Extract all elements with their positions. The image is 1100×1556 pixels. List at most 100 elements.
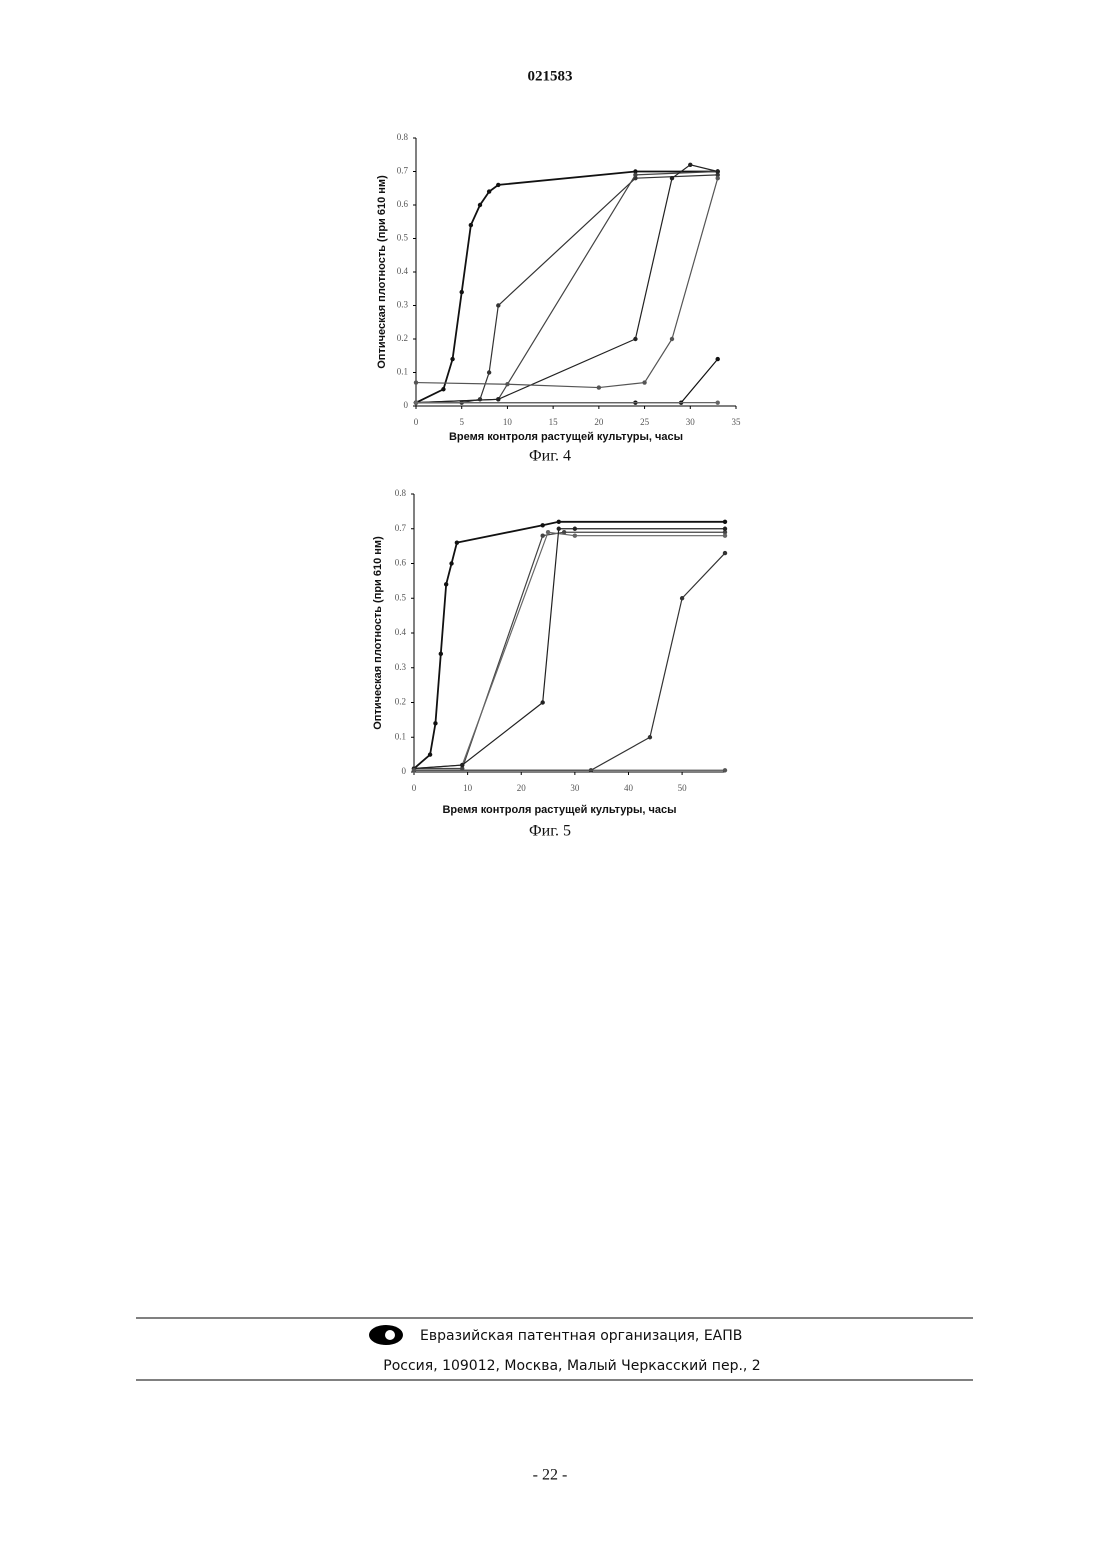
data-point [642,380,646,384]
y-tick-label: 0.5 [395,592,407,602]
data-point [648,735,652,739]
page-number: - 22 - [533,1467,568,1484]
data-point [478,397,482,401]
data-point [441,387,445,391]
data-point [449,561,453,565]
x-tick-label: 0 [412,783,417,793]
y-tick-label: 0.5 [397,233,409,243]
data-point [414,380,418,384]
data-point [496,183,500,187]
data-point [557,520,561,524]
data-point [496,397,500,401]
data-point [573,527,577,531]
data-line [414,553,725,770]
data-point [433,721,437,725]
page: 021583 Евразийская патентная организация… [0,0,1100,1556]
y-tick-label: 0 [404,400,409,410]
data-point [487,370,491,374]
data-point [412,768,416,772]
y-tick-label: 0.7 [395,523,407,533]
logo [369,1325,403,1345]
y-tick-label: 0.1 [397,367,408,377]
y-tick-label: 0.4 [395,627,407,637]
figure-caption: Фиг. 5 [529,823,571,840]
data-point [460,290,464,294]
x-tick-label: 5 [459,417,464,427]
x-tick-label: 25 [640,417,650,427]
data-point [597,385,601,389]
data-point [439,652,443,656]
data-point [670,176,674,180]
data-point [546,530,550,534]
data-point [573,534,577,538]
organization: Евразийская патентная организация, ЕАПВ [420,1328,742,1344]
data-point [723,768,727,772]
data-line [414,529,725,769]
data-point [716,400,720,404]
data-point [716,169,720,173]
data-point [478,203,482,207]
x-tick-label: 20 [517,783,527,793]
y-tick-label: 0.8 [395,488,407,498]
data-point [688,163,692,167]
data-line [416,172,718,403]
patent-number: 021583 [528,68,573,84]
x-axis-label: Время контроля растущей культуры, часы [449,431,683,443]
data-point [716,357,720,361]
data-point [469,223,473,227]
x-tick-label: 30 [686,417,696,427]
x-tick-label: 10 [463,783,473,793]
data-line [414,522,725,769]
x-tick-label: 0 [414,417,419,427]
data-point [505,382,509,386]
data-line [414,532,725,768]
data-point [723,551,727,555]
data-point [557,527,561,531]
y-tick-label: 0 [402,766,407,776]
data-line [414,532,725,768]
y-tick-label: 0.3 [397,300,409,310]
data-point [716,176,720,180]
data-point [670,337,674,341]
data-point [540,523,544,527]
y-tick-label: 0.3 [395,662,407,672]
data-point [633,173,637,177]
x-tick-label: 30 [570,783,580,793]
data-point [723,520,727,524]
data-point [633,337,637,341]
data-point [450,357,454,361]
y-tick-label: 0.6 [397,199,409,209]
data-point [540,534,544,538]
x-tick-label: 20 [594,417,604,427]
x-tick-label: 40 [624,783,634,793]
data-line [416,165,718,403]
y-tick-label: 0.4 [397,266,409,276]
x-tick-label: 10 [503,417,513,427]
y-axis-label: Оптическая плотность (при 610 нм) [372,536,384,730]
y-tick-label: 0.6 [395,558,407,568]
data-point [723,534,727,538]
figure-caption: Фиг. 4 [529,448,571,465]
x-tick-label: 35 [732,417,742,427]
y-tick-label: 0.1 [395,731,406,741]
data-line [416,175,718,403]
y-tick-label: 0.2 [397,333,408,343]
data-point [444,582,448,586]
y-tick-label: 0.8 [397,132,409,142]
data-line [416,359,718,403]
data-point [414,400,418,404]
data-point [460,763,464,767]
data-point [680,596,684,600]
y-axis-label: Оптическая плотность (при 610 нм) [376,175,388,369]
data-line [416,178,718,387]
y-tick-label: 0.2 [395,697,406,707]
x-tick-label: 50 [678,783,688,793]
data-point [455,540,459,544]
address: Россия, 109012, Москва, Малый Черкасский… [383,1358,760,1374]
data-point [723,527,727,531]
data-point [487,189,491,193]
data-point [540,700,544,704]
y-tick-label: 0.7 [397,166,409,176]
x-axis-label: Время контроля растущей культуры, часы [442,804,676,816]
data-point [496,303,500,307]
